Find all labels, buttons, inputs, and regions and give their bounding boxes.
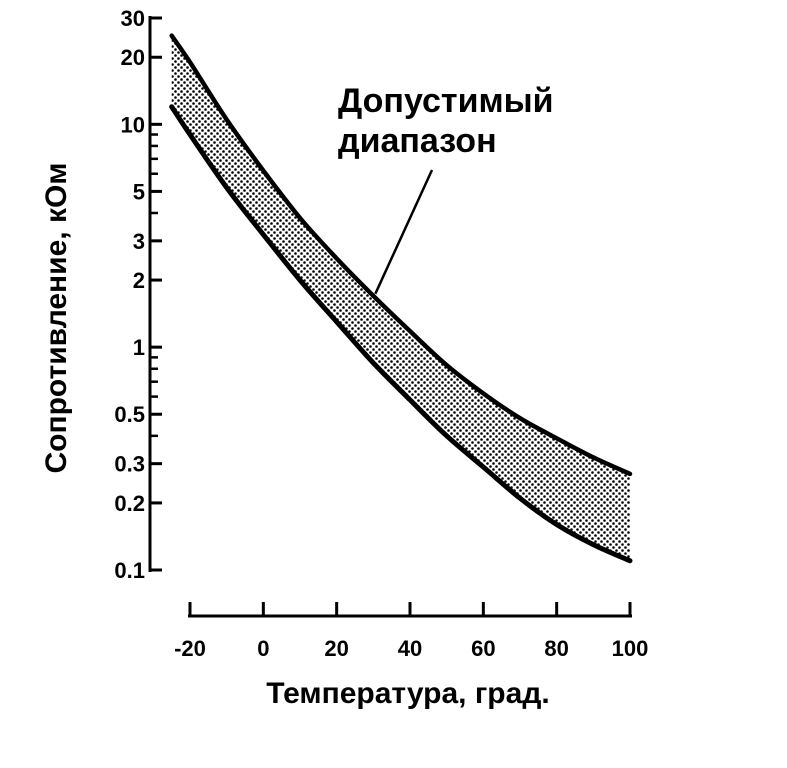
x-tick-label: 0 (257, 636, 269, 661)
x-tick-label: 40 (398, 636, 422, 661)
y-tick-label: 2 (133, 268, 145, 293)
x-tick-label: -20 (174, 636, 206, 661)
y-tick-label: 5 (133, 179, 145, 204)
x-axis-title: Температура, град. (266, 677, 549, 710)
x-axis: -20 0 20 40 60 80 100 (174, 602, 648, 661)
y-tick-label: 3 (133, 229, 145, 254)
y-tick-label: 20 (121, 45, 145, 70)
x-tick-label: 60 (471, 636, 495, 661)
y-tick-label: 0.2 (114, 491, 145, 516)
y-ticks: 0.1 0.2 0.3 0.5 1 2 3 5 10 20 30 (114, 6, 162, 583)
range-annotation: Допустимый диапазон (338, 82, 554, 295)
annotation-line-2: диапазон (338, 122, 497, 160)
y-tick-label: 10 (121, 112, 145, 137)
annotation-line-1: Допустимый (338, 82, 554, 120)
y-axis-title: Сопротивление, кОм (40, 162, 73, 473)
x-tick-label: 100 (612, 636, 649, 661)
annotation-leader-line (374, 169, 434, 295)
curve-layer (169, 33, 633, 564)
upper-limit-curve (169, 33, 633, 477)
y-tick-label: 1 (133, 335, 145, 360)
lower-limit-curve (169, 104, 633, 564)
tolerance-band (171, 35, 630, 561)
tolerance-band-layer (171, 35, 630, 561)
y-tick-label: 0.1 (114, 558, 145, 583)
y-axis: 0.1 0.2 0.3 0.5 1 2 3 5 10 20 30 (114, 6, 162, 583)
x-tick-label: 20 (324, 636, 348, 661)
y-tick-label: 0.5 (114, 402, 145, 427)
x-ticks: -20 0 20 40 60 80 100 (174, 602, 648, 661)
y-tick-label: 30 (121, 6, 145, 31)
y-tick-label: 0.3 (114, 452, 145, 477)
x-tick-label: 80 (544, 636, 568, 661)
